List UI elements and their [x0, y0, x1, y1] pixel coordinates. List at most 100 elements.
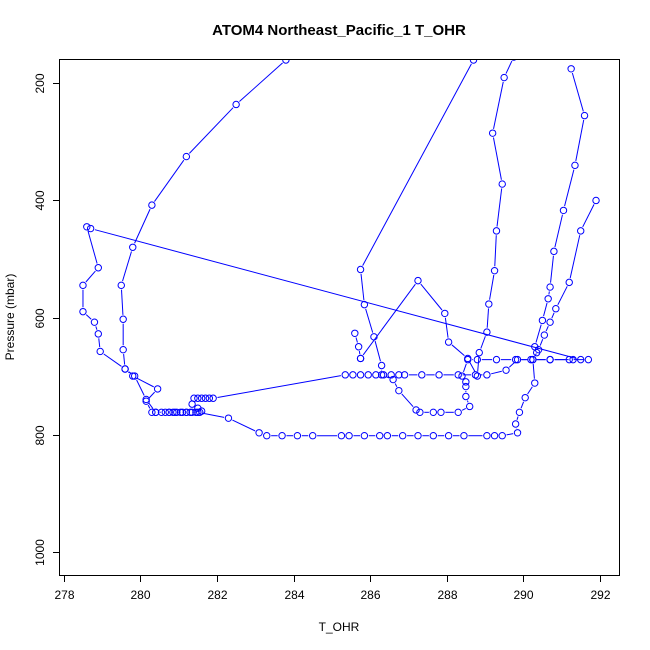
series-segment [87, 230, 98, 264]
x-tick-label: 292 [590, 588, 610, 602]
series-segment [121, 289, 124, 315]
data-point [79, 281, 87, 290]
data-point [441, 309, 449, 318]
data-point [492, 227, 501, 235]
series-segment [463, 363, 467, 373]
data-point [559, 206, 568, 215]
data-point [488, 129, 497, 137]
data-point [475, 348, 483, 357]
series-segment [136, 377, 154, 388]
data-point [465, 402, 474, 411]
series-segment [492, 137, 502, 180]
series-segment [461, 408, 466, 411]
data-point [565, 278, 573, 287]
series-segment [239, 62, 283, 102]
data-point [308, 432, 317, 440]
series-segment [103, 353, 122, 367]
series-segment [508, 362, 515, 368]
series-segment [147, 404, 151, 409]
data-point [197, 394, 206, 402]
data-point [458, 372, 466, 380]
series-segment [539, 338, 544, 346]
series-segment [420, 283, 443, 311]
data-point [209, 394, 217, 402]
series-segment [401, 393, 414, 408]
series-segment [94, 229, 577, 359]
data-point [86, 224, 95, 233]
data-point [337, 432, 346, 440]
data-point [412, 406, 420, 414]
data-point [171, 408, 179, 417]
data-point [490, 432, 499, 440]
data-point [483, 328, 491, 336]
data-point [341, 371, 349, 379]
series-segment [505, 60, 513, 74]
data-point [356, 354, 365, 363]
series-segment [374, 340, 381, 362]
data-point [152, 408, 160, 417]
data-point [157, 408, 166, 417]
data-point [176, 408, 185, 417]
series-segment [385, 376, 390, 379]
data-point [165, 408, 173, 417]
chart-title: ATOM4 Northeast_Pacific_1 T_OHR [212, 22, 466, 39]
data-point [130, 372, 139, 380]
series-segment [451, 344, 465, 356]
data-point [194, 404, 202, 412]
series-segment [527, 386, 533, 395]
data-point [546, 318, 554, 326]
data-point [190, 394, 198, 402]
data-point [429, 432, 438, 440]
series-segment [494, 235, 497, 267]
series-6 [531, 65, 589, 357]
data-point [577, 227, 585, 235]
series-segment [516, 416, 519, 420]
data-point [194, 394, 202, 402]
series-segment [232, 419, 256, 432]
series-segment [551, 312, 555, 319]
data-point [360, 300, 369, 309]
series-segment [122, 251, 132, 282]
data-point [94, 264, 102, 272]
series-segment [217, 375, 341, 398]
data-point [129, 243, 137, 251]
series-segment [85, 270, 96, 283]
data-point [121, 365, 129, 373]
plot-area-frame [59, 59, 620, 576]
data-point [414, 276, 422, 285]
data-point [580, 111, 589, 120]
data-point [511, 60, 516, 61]
data-point [444, 338, 453, 346]
y-tick-label: 1000 [33, 539, 47, 566]
series-segment [480, 336, 486, 349]
series-segment [466, 400, 469, 403]
data-point [360, 432, 369, 440]
x-tick-label: 284 [284, 588, 304, 602]
data-point [387, 371, 395, 379]
series-segment [532, 363, 535, 379]
data-point [345, 432, 353, 440]
data-point [429, 408, 438, 417]
data-point [550, 247, 558, 256]
series-segment [148, 391, 155, 399]
series-3 [86, 60, 585, 417]
data-point [462, 392, 470, 401]
series-segment [543, 302, 548, 317]
series-segment [128, 371, 132, 374]
data-point [498, 432, 506, 440]
series-segment [493, 81, 504, 129]
data-point [364, 371, 372, 379]
data-point [255, 429, 263, 437]
data-point [83, 223, 91, 231]
y-axis: 200 400 600 800 1000 [33, 73, 60, 566]
series-layer [79, 60, 600, 440]
data-point [94, 330, 102, 338]
series-segment [123, 354, 126, 365]
x-tick-label: 286 [360, 588, 380, 602]
data-point [540, 331, 549, 339]
series-segment [535, 324, 542, 343]
data-point [462, 378, 470, 386]
data-point [372, 371, 380, 379]
data-point [483, 432, 491, 440]
y-tick-label: 400 [33, 190, 47, 210]
